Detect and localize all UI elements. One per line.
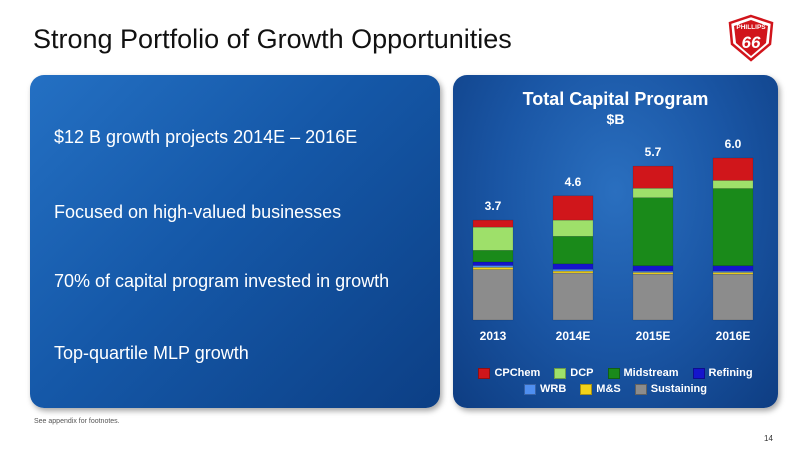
total-label-2016e: 6.0 bbox=[725, 137, 742, 151]
capital-program-chart: 3.7 2013 4.6 2014E 5.7 2015E 6.0 2016E bbox=[472, 137, 754, 343]
bar-wrb-2016e bbox=[712, 270, 754, 273]
page-number: 14 bbox=[764, 434, 773, 443]
total-label-2013: 3.7 bbox=[485, 199, 502, 213]
legend-swatch-wrb bbox=[524, 383, 537, 395]
legend-swatch-cpchem bbox=[478, 367, 491, 379]
bar-cpchem-2015e bbox=[632, 165, 674, 189]
bullet-high-valued: Focused on high-valued businesses bbox=[54, 202, 342, 222]
chart-panel: Total Capital Program $B 3.7 2013 4.6 2014E… bbox=[453, 75, 778, 408]
bar-sustaining-2013 bbox=[472, 269, 514, 321]
legend-swatch-midstream bbox=[607, 367, 620, 379]
logo-text-top: PHILLIPS bbox=[736, 24, 766, 31]
bar-dcp-2013 bbox=[472, 226, 514, 251]
bar-wrb-2014e bbox=[552, 268, 594, 272]
bar-sustaining-2014e bbox=[552, 272, 594, 321]
legend-label-dcp: DCP bbox=[570, 367, 594, 379]
bar-midstream-2014e bbox=[552, 236, 594, 265]
bar-midstream-2013 bbox=[472, 250, 514, 263]
bar-dcp-2014e bbox=[552, 219, 594, 237]
legend-swatch-sustaining bbox=[634, 383, 647, 395]
bar-midstream-2016e bbox=[712, 188, 754, 266]
category-label-2015e: 2015E bbox=[636, 329, 671, 343]
bar-sustaining-2016e bbox=[712, 273, 754, 321]
legend-label-cpchem: CPChem bbox=[494, 367, 541, 379]
bar-sustaining-2015e bbox=[632, 273, 674, 321]
bar-cpchem-2016e bbox=[712, 157, 754, 181]
category-label-2013: 2013 bbox=[480, 329, 507, 343]
chart-legend: CPChem DCP Midstream Refining WRB M&S Sustaini… bbox=[453, 367, 778, 399]
legend-swatch-refining bbox=[692, 367, 705, 379]
legend-swatch-m-s bbox=[580, 383, 593, 395]
legend-label-refining: Refining bbox=[708, 367, 753, 379]
category-label-2014e: 2014E bbox=[556, 329, 591, 343]
legend-label-midstream: Midstream bbox=[623, 367, 679, 379]
bar-dcp-2016e bbox=[712, 180, 754, 189]
bar-dcp-2015e bbox=[632, 187, 674, 198]
bullet-mlp-growth: Top-quartile MLP growth bbox=[54, 343, 249, 363]
legend-item-refining: Refining bbox=[692, 367, 753, 379]
bar-refining-2013 bbox=[472, 261, 514, 266]
legend-item-dcp: DCP bbox=[554, 367, 594, 379]
legend-swatch-dcp bbox=[554, 367, 567, 379]
legend-label-sustaining: Sustaining bbox=[650, 383, 707, 395]
chart-subtitle: $B bbox=[606, 111, 625, 127]
bar-refining-2016e bbox=[712, 265, 754, 272]
legend-label-wrb: WRB bbox=[540, 383, 567, 395]
bullet-capital-invested: 70% of capital program invested in growt… bbox=[54, 271, 390, 291]
legend-item-cpchem: CPChem bbox=[478, 367, 540, 379]
legend-label-m-s: M&S bbox=[596, 383, 621, 395]
phillips-66-logo: PHILLIPS 66 bbox=[728, 14, 774, 62]
legend-row-2: WRB M&S Sustaining bbox=[453, 383, 778, 395]
chart-title: Total Capital Program bbox=[522, 89, 709, 109]
bar-refining-2014e bbox=[552, 263, 594, 270]
footnote: See appendix for footnotes. bbox=[34, 418, 120, 425]
total-label-2014e: 4.6 bbox=[565, 175, 582, 189]
legend-item-wrb: WRB bbox=[524, 383, 566, 395]
bar-m-s-2013 bbox=[472, 267, 514, 270]
total-label-2015e: 5.7 bbox=[645, 145, 662, 159]
bar-refining-2015e bbox=[632, 265, 674, 272]
bar-m-s-2014e bbox=[552, 270, 594, 274]
slide-title: Strong Portfolio of Growth Opportunities bbox=[33, 24, 512, 54]
bar-midstream-2015e bbox=[632, 197, 674, 266]
bar-cpchem-2013 bbox=[472, 219, 514, 228]
legend-item-midstream: Midstream bbox=[607, 367, 679, 379]
legend-row-1: CPChem DCP Midstream Refining bbox=[453, 367, 778, 379]
bar-wrb-2015e bbox=[632, 270, 674, 273]
category-label-2016e: 2016E bbox=[716, 329, 751, 343]
bar-wrb-2013 bbox=[472, 265, 514, 268]
highlights-panel: $12 B growth projects 2014E – 2016E Focu… bbox=[30, 75, 440, 408]
bullet-growth-projects: $12 B growth projects 2014E – 2016E bbox=[54, 127, 358, 147]
legend-item-sustaining: Sustaining bbox=[634, 383, 707, 395]
legend-item-m-s: M&S bbox=[580, 383, 621, 395]
bar-cpchem-2014e bbox=[552, 195, 594, 221]
logo-text-main: 66 bbox=[742, 33, 761, 52]
